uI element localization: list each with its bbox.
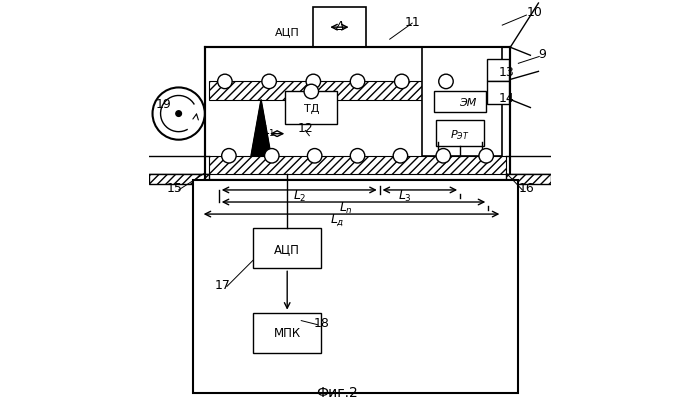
Text: ЭМ: ЭМ	[459, 97, 477, 107]
Bar	[313, 8, 366, 48]
Bar	[253, 313, 322, 353]
Circle shape	[350, 75, 365, 89]
Text: $P_{ЭТ}$: $P_{ЭТ}$	[450, 128, 470, 141]
Text: $L_n$: $L_n$	[338, 200, 352, 215]
Text: АЦП: АЦП	[274, 242, 300, 255]
Bar	[285, 92, 338, 124]
Circle shape	[394, 75, 409, 89]
Text: 11: 11	[404, 16, 420, 28]
Text: ТД: ТД	[303, 103, 319, 113]
Bar	[193, 180, 519, 393]
Circle shape	[262, 75, 276, 89]
Circle shape	[304, 85, 319, 99]
Text: $L_д$: $L_д$	[330, 212, 345, 228]
Circle shape	[217, 75, 232, 89]
Circle shape	[439, 75, 453, 89]
Bar	[253, 229, 322, 269]
Text: $L_1$: $L_1$	[262, 124, 276, 139]
Text: 9: 9	[538, 48, 547, 61]
Bar	[434, 92, 487, 112]
Text: 10: 10	[526, 6, 542, 18]
Bar	[487, 60, 510, 82]
Text: 19: 19	[156, 98, 172, 111]
Circle shape	[176, 111, 182, 117]
Bar	[205, 48, 510, 180]
Bar	[209, 82, 462, 100]
Text: 14: 14	[498, 92, 514, 105]
Text: АЦП: АЦП	[275, 27, 300, 37]
Text: 17: 17	[215, 278, 231, 291]
Bar	[148, 174, 209, 184]
Circle shape	[306, 75, 321, 89]
Circle shape	[308, 149, 322, 164]
Circle shape	[393, 149, 408, 164]
Circle shape	[350, 149, 365, 164]
Text: 12: 12	[297, 122, 313, 135]
Text: $L_3$: $L_3$	[398, 188, 412, 203]
Text: 15: 15	[166, 182, 182, 195]
Circle shape	[152, 88, 205, 140]
Text: $L_2$: $L_2$	[293, 188, 307, 203]
Text: 16: 16	[519, 182, 534, 195]
Circle shape	[436, 149, 451, 164]
Text: Δ: Δ	[336, 20, 344, 32]
Bar	[209, 156, 506, 174]
Text: Фиг.2: Фиг.2	[317, 385, 359, 399]
Text: 13: 13	[498, 66, 514, 79]
Text: 18: 18	[313, 316, 329, 329]
Bar	[422, 48, 503, 156]
Circle shape	[264, 149, 279, 164]
Bar	[487, 82, 510, 104]
Text: МПК: МПК	[273, 326, 301, 339]
Circle shape	[479, 149, 493, 164]
Polygon shape	[251, 100, 271, 156]
Polygon shape	[251, 100, 271, 156]
Circle shape	[222, 149, 236, 164]
Bar	[436, 120, 484, 146]
Bar	[506, 174, 551, 184]
